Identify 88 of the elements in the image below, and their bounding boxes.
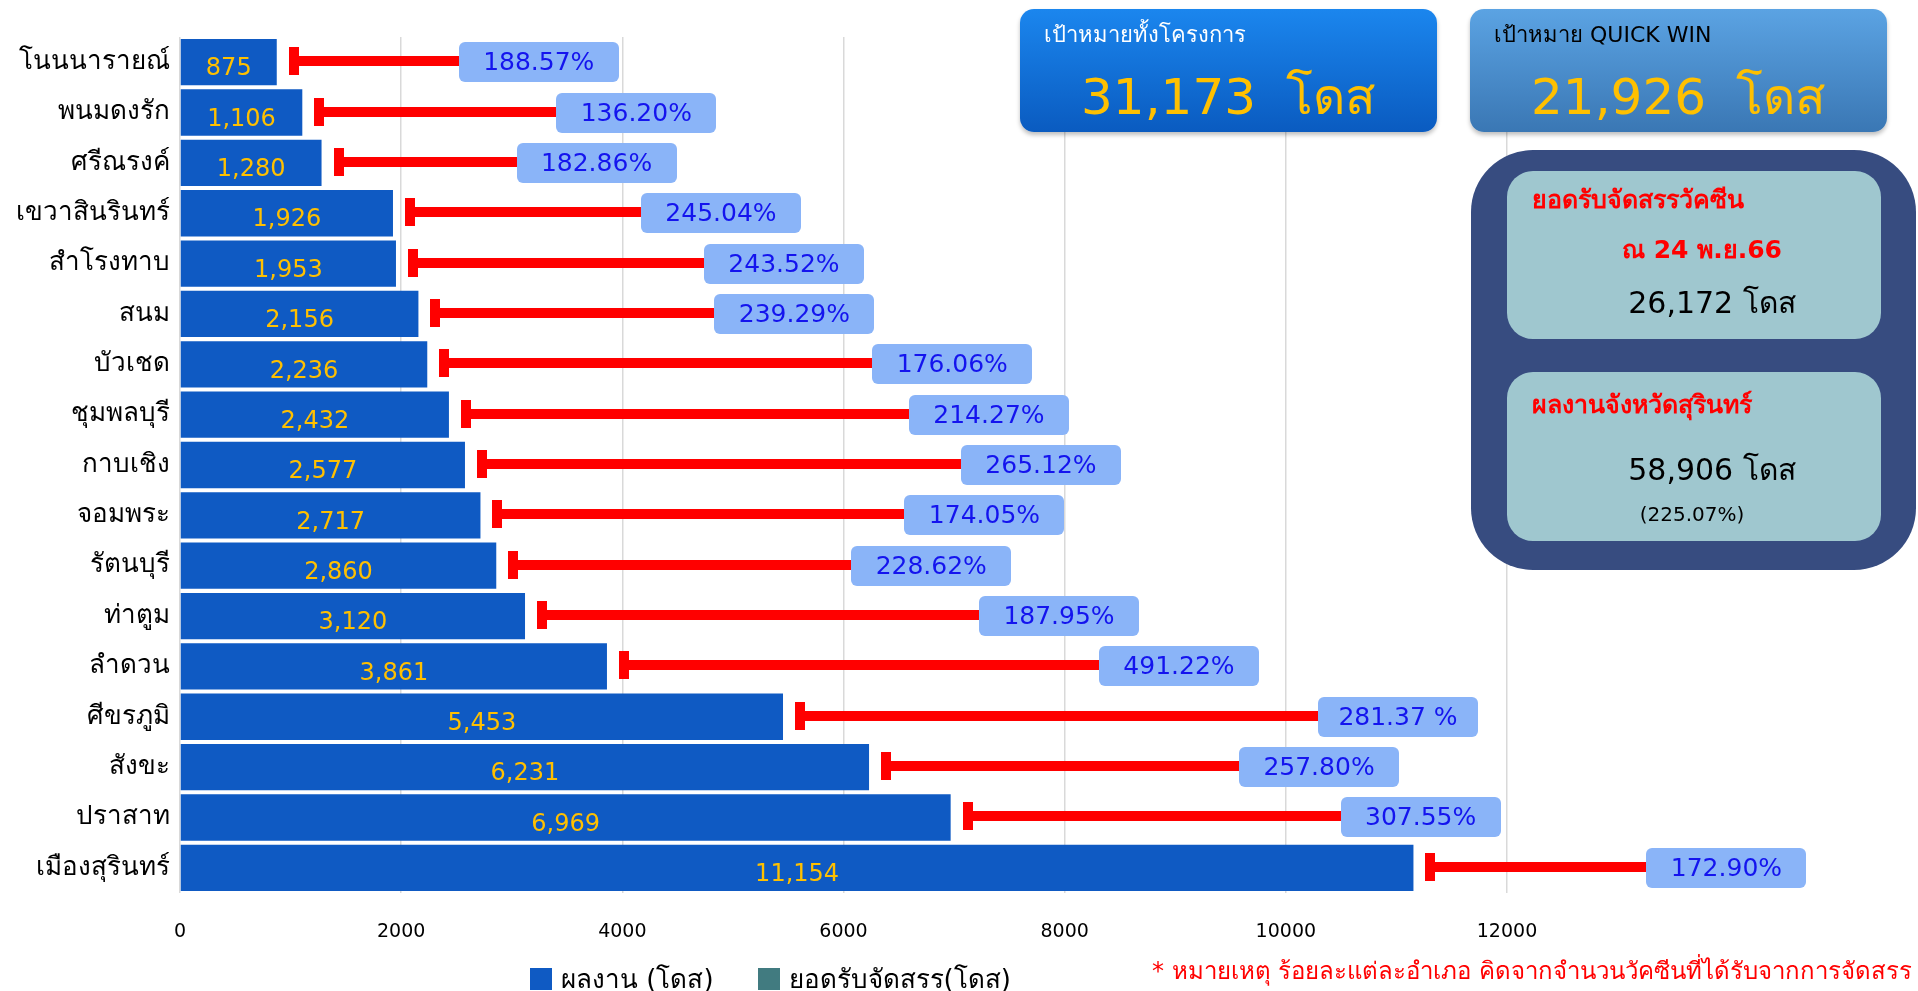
x-tick-label: 8000 bbox=[1040, 919, 1089, 942]
x-tick-label: 4000 bbox=[598, 919, 647, 942]
x-tick-label: 12000 bbox=[1476, 919, 1538, 942]
text: ณ 24 พ.ย.66 bbox=[1621, 234, 1783, 266]
bar bbox=[180, 240, 396, 287]
text: * หมายเหตุ ร้อยละแต่ละอำเภอ คิดจากจำนวนวัคซีนที่ได้รับจากการจัดสรร bbox=[1152, 953, 1912, 988]
annotation: 491.22% bbox=[1098, 646, 1259, 687]
data-label: 11,154 bbox=[755, 859, 840, 888]
annotation: 187.95% bbox=[979, 596, 1140, 637]
annotation: 136.20% bbox=[556, 92, 717, 133]
bar bbox=[180, 592, 526, 640]
text: 172.90% bbox=[1646, 847, 1807, 888]
x-tick-label: 10000 bbox=[1255, 919, 1317, 942]
y-tick-label: สังขะ bbox=[109, 749, 170, 780]
legend-label: ยอดรับจัดสรร(โดส) bbox=[788, 963, 1011, 991]
data-label: 1,280 bbox=[216, 154, 286, 183]
x-tick-label: 2000 bbox=[376, 919, 426, 942]
bar bbox=[180, 492, 481, 539]
data-label: 6,231 bbox=[490, 758, 560, 787]
bar bbox=[180, 542, 497, 589]
data-label: 3,861 bbox=[359, 657, 429, 686]
text: เป้าหมายทั้งโครงการ bbox=[1044, 18, 1246, 49]
data-label: 2,717 bbox=[296, 506, 365, 535]
y-tick-label: บัวเชด bbox=[94, 347, 170, 378]
annotation: 307.55% bbox=[1340, 797, 1501, 838]
data-label: 1,926 bbox=[252, 204, 322, 233]
data-label: 3,120 bbox=[318, 607, 388, 636]
data-label: 6,969 bbox=[531, 808, 601, 837]
x-tick-label: 6000 bbox=[819, 919, 868, 942]
y-tick-label: กาบเชิง bbox=[82, 447, 170, 478]
y-tick-label: ท่าตูม bbox=[104, 598, 170, 630]
data-label: 1,106 bbox=[207, 103, 276, 132]
y-tick-label: เมืองสุรินทร์ bbox=[36, 850, 170, 882]
bar bbox=[180, 643, 607, 690]
text: ยอดรับจัดสรรวัคซีน bbox=[1532, 184, 1744, 216]
y-tick-label: สนม bbox=[119, 296, 170, 327]
bar bbox=[180, 844, 1414, 891]
y-tick-label: ศรีณรงค์ bbox=[71, 145, 170, 176]
annotation: 182.86% bbox=[516, 142, 677, 183]
y-tick-label: ชุมพลบุรี bbox=[71, 397, 170, 429]
text: 21,926 โดส bbox=[1530, 67, 1827, 128]
y-tick-label: จอมพระ bbox=[77, 498, 170, 529]
annotation: 245.04% bbox=[640, 193, 801, 234]
bar bbox=[180, 794, 951, 841]
bar bbox=[180, 39, 277, 86]
annotation: 228.62% bbox=[851, 545, 1012, 586]
annotation: 176.06% bbox=[872, 344, 1033, 385]
text: 58,906 โดส bbox=[1627, 451, 1797, 489]
annotation: 265.12% bbox=[960, 445, 1121, 485]
bar bbox=[180, 341, 428, 388]
data-label: 2,432 bbox=[280, 405, 350, 434]
data-label: 2,577 bbox=[288, 456, 358, 485]
annotation: 257.80% bbox=[1239, 747, 1400, 788]
data-label: 2,236 bbox=[269, 355, 339, 384]
annotation: 31,173 โดส bbox=[1080, 67, 1377, 128]
annotation: 188.57% bbox=[458, 42, 619, 83]
y-tick-label: เขวาสินรินทร์ bbox=[16, 195, 170, 226]
bar bbox=[180, 441, 465, 489]
data-label: 5,453 bbox=[447, 708, 517, 736]
bar bbox=[180, 139, 322, 187]
data-label: 1,953 bbox=[254, 254, 323, 283]
x-tick-label: 0 bbox=[173, 919, 187, 942]
bar bbox=[180, 391, 449, 438]
text: เป้าหมาย QUICK WIN bbox=[1494, 21, 1712, 49]
data-label: 2,860 bbox=[304, 556, 373, 585]
bar bbox=[180, 693, 784, 740]
text: 26,172 โดส bbox=[1627, 284, 1797, 322]
y-tick-label: โนนนารายณ์ bbox=[19, 44, 170, 75]
annotation: 281.37 % bbox=[1318, 696, 1478, 737]
annotation: 214.27% bbox=[908, 394, 1069, 435]
bar bbox=[180, 743, 870, 791]
text: (225.07%) bbox=[1638, 502, 1746, 526]
annotation: 174.05% bbox=[904, 495, 1065, 536]
y-tick-label: ปราสาท bbox=[76, 800, 170, 831]
y-tick-label: สำโรงทาบ bbox=[49, 246, 170, 277]
bar bbox=[180, 190, 393, 237]
y-tick-label: ลำดวน bbox=[89, 649, 170, 680]
bar bbox=[180, 290, 419, 338]
bar bbox=[180, 89, 303, 136]
data-label: 875 bbox=[205, 53, 252, 82]
text: ผลงานจังหวัดสุรินทร์ bbox=[1532, 389, 1752, 423]
legend-label: ผลงาน (โดส) bbox=[561, 963, 714, 991]
y-tick-label: ศีขรภูมิ bbox=[87, 699, 170, 731]
data-label: 2,156 bbox=[265, 305, 334, 334]
annotation: 239.29% bbox=[714, 293, 875, 334]
y-tick-label: รัตนบุรี bbox=[90, 548, 170, 580]
annotation: 243.52% bbox=[703, 243, 864, 284]
y-tick-label: พนมดงรัก bbox=[58, 95, 170, 126]
